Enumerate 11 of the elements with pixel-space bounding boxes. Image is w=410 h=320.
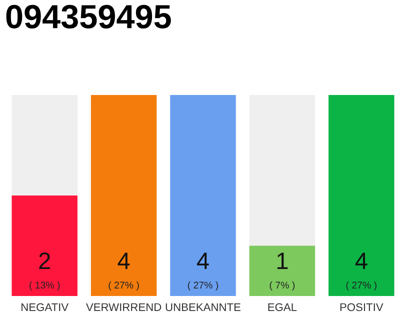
data-label: 4 ( 27% ) xyxy=(188,252,218,290)
data-label: 1 ( 7% ) xyxy=(270,252,295,290)
data-label: 4 ( 27% ) xyxy=(108,252,139,290)
x-tick-label: UNBEKANNTE xyxy=(166,303,240,312)
data-label: 2 ( 13% ) xyxy=(30,252,60,290)
x-tick-label: EGAL xyxy=(268,303,297,312)
x-tick-label: POSITIV xyxy=(340,303,384,312)
chart-title: 094359495 xyxy=(6,4,171,29)
data-label: 4 ( 27% ) xyxy=(346,252,376,290)
x-tick-label: NEGATIV xyxy=(22,303,69,312)
x-tick-label: VERWIRREND xyxy=(86,303,162,311)
